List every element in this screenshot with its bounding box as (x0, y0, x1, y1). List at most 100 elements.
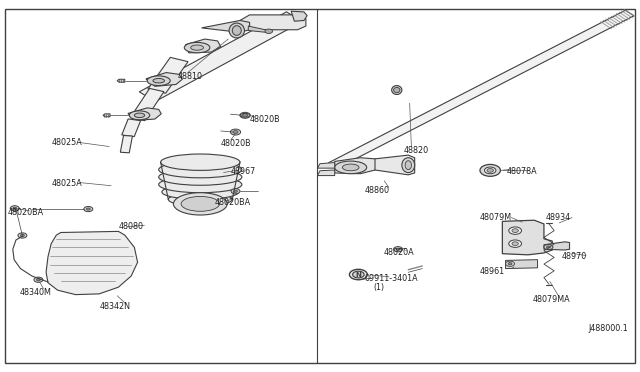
Polygon shape (128, 108, 161, 121)
Circle shape (487, 169, 493, 172)
Ellipse shape (153, 78, 164, 83)
Text: 48020A: 48020A (384, 248, 415, 257)
Ellipse shape (159, 161, 242, 178)
Ellipse shape (173, 193, 227, 215)
Ellipse shape (232, 26, 241, 35)
Polygon shape (335, 158, 380, 174)
Circle shape (509, 240, 522, 247)
Text: 48079M: 48079M (480, 213, 512, 222)
Circle shape (396, 248, 400, 250)
Text: (1): (1) (374, 283, 385, 292)
Text: 48820: 48820 (403, 146, 428, 155)
Circle shape (233, 131, 238, 134)
Text: 48079MA: 48079MA (532, 295, 570, 304)
Circle shape (20, 234, 24, 237)
Circle shape (86, 208, 90, 210)
Polygon shape (328, 10, 634, 168)
Circle shape (10, 206, 19, 211)
Circle shape (243, 114, 248, 117)
Ellipse shape (335, 161, 367, 174)
Polygon shape (120, 135, 132, 153)
Text: 48810: 48810 (178, 72, 203, 81)
Polygon shape (103, 114, 110, 117)
Circle shape (230, 129, 241, 135)
Polygon shape (146, 73, 182, 86)
Circle shape (484, 167, 496, 174)
Polygon shape (291, 11, 307, 21)
Text: 48934: 48934 (545, 213, 570, 222)
Text: 48860: 48860 (365, 186, 390, 195)
Text: 48078A: 48078A (507, 167, 538, 176)
Circle shape (349, 269, 367, 280)
Ellipse shape (392, 86, 402, 94)
Text: N: N (355, 272, 362, 278)
Text: 48340M: 48340M (19, 288, 51, 296)
Text: 48020B: 48020B (221, 139, 252, 148)
Circle shape (353, 271, 364, 278)
Circle shape (240, 112, 250, 118)
Ellipse shape (162, 185, 239, 199)
Ellipse shape (405, 161, 412, 170)
Ellipse shape (394, 87, 400, 93)
Text: 48080: 48080 (118, 222, 143, 231)
Polygon shape (186, 39, 221, 53)
Ellipse shape (168, 193, 232, 206)
Circle shape (544, 244, 553, 250)
Ellipse shape (129, 111, 150, 120)
Polygon shape (317, 163, 335, 168)
Circle shape (265, 29, 273, 33)
Circle shape (234, 190, 237, 192)
Polygon shape (117, 79, 125, 82)
Ellipse shape (159, 176, 242, 193)
Circle shape (231, 189, 240, 194)
Circle shape (84, 206, 93, 212)
Text: 48342N: 48342N (99, 302, 130, 311)
Circle shape (547, 246, 550, 248)
Circle shape (18, 233, 27, 238)
Circle shape (13, 207, 17, 209)
Circle shape (509, 227, 522, 234)
Polygon shape (131, 89, 164, 121)
Ellipse shape (147, 76, 170, 86)
Text: 48967: 48967 (230, 167, 255, 176)
Ellipse shape (159, 169, 242, 185)
Ellipse shape (402, 158, 415, 173)
Text: 48020BA: 48020BA (8, 208, 44, 217)
Text: 48025A: 48025A (51, 138, 82, 147)
Ellipse shape (181, 196, 220, 211)
Polygon shape (506, 260, 538, 269)
Ellipse shape (342, 164, 359, 171)
Polygon shape (122, 119, 141, 137)
Polygon shape (46, 231, 138, 295)
Circle shape (512, 242, 518, 246)
Polygon shape (240, 15, 306, 30)
Circle shape (506, 261, 515, 266)
Text: 48020BA: 48020BA (214, 198, 250, 207)
Ellipse shape (161, 154, 240, 170)
Polygon shape (375, 155, 415, 175)
Polygon shape (317, 170, 335, 176)
Ellipse shape (134, 113, 145, 118)
Ellipse shape (191, 45, 204, 50)
Text: 48020B: 48020B (250, 115, 280, 124)
Circle shape (480, 164, 500, 176)
Polygon shape (502, 220, 552, 255)
Circle shape (34, 277, 43, 282)
Text: 48970: 48970 (562, 252, 587, 261)
Ellipse shape (184, 42, 210, 53)
Text: 48025A: 48025A (51, 179, 82, 187)
Polygon shape (202, 20, 250, 32)
Circle shape (508, 263, 512, 265)
Text: J488000.1: J488000.1 (589, 324, 628, 333)
Circle shape (394, 247, 403, 252)
Ellipse shape (229, 23, 244, 38)
Text: 09911-3401A: 09911-3401A (365, 274, 419, 283)
Ellipse shape (240, 113, 250, 117)
Circle shape (512, 229, 518, 232)
Polygon shape (248, 26, 270, 33)
Circle shape (36, 279, 40, 281)
Text: 48961: 48961 (480, 267, 505, 276)
Polygon shape (140, 12, 302, 102)
Polygon shape (544, 242, 570, 250)
Polygon shape (148, 57, 188, 93)
